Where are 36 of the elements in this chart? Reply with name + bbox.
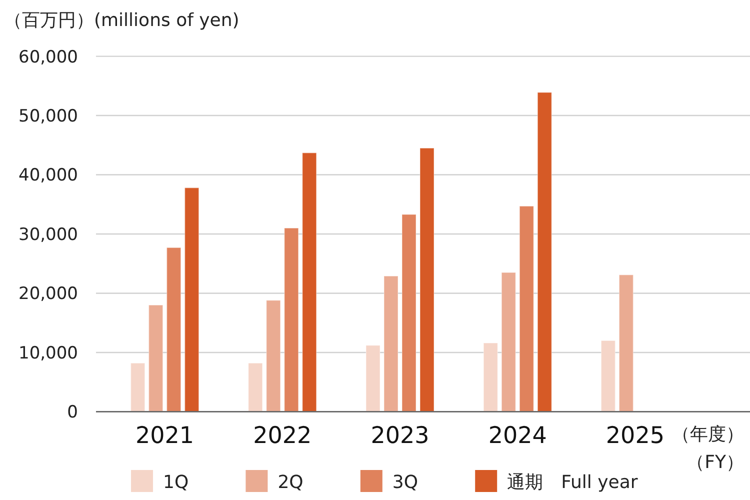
x-tick-label: 2021 — [136, 423, 194, 449]
x-axis-title: （年度）（FY） — [671, 423, 744, 475]
bar — [266, 300, 281, 412]
y-tick-label: 10,000 — [18, 343, 78, 364]
bar — [483, 342, 498, 412]
bar — [384, 276, 398, 412]
bar — [248, 362, 263, 412]
legend-label: 2Q — [278, 472, 304, 493]
x-tick-label: 2022 — [253, 423, 312, 449]
bar — [302, 152, 317, 412]
y-tick-label: 50,000 — [18, 106, 78, 126]
bar — [284, 228, 299, 412]
bar — [402, 214, 416, 412]
bar — [366, 344, 380, 412]
bar — [148, 304, 164, 412]
bar — [130, 362, 146, 412]
legend-label: 通期 Full year — [507, 472, 638, 493]
y-tick-label: 40,000 — [18, 166, 78, 186]
legend-label: 1Q — [163, 472, 189, 493]
bar — [519, 206, 534, 412]
y-axis-title: （百万円）(millions of yen) — [4, 10, 240, 31]
y-tick-label: 30,000 — [18, 224, 78, 245]
x-tick-label: 2023 — [370, 423, 430, 449]
x-tick-label: 2024 — [488, 423, 547, 449]
x-tick-label: 2025 — [606, 423, 664, 449]
bar — [420, 148, 434, 412]
bar — [166, 247, 182, 412]
legend-label: 3Q — [392, 472, 418, 493]
bar — [600, 340, 616, 412]
bar — [618, 274, 634, 412]
bar — [537, 92, 552, 412]
y-tick-label: 20,000 — [18, 284, 78, 304]
bar — [501, 272, 516, 412]
y-tick-label: 0 — [67, 402, 78, 423]
bar — [184, 187, 200, 412]
y-tick-label: 60,000 — [18, 47, 78, 68]
